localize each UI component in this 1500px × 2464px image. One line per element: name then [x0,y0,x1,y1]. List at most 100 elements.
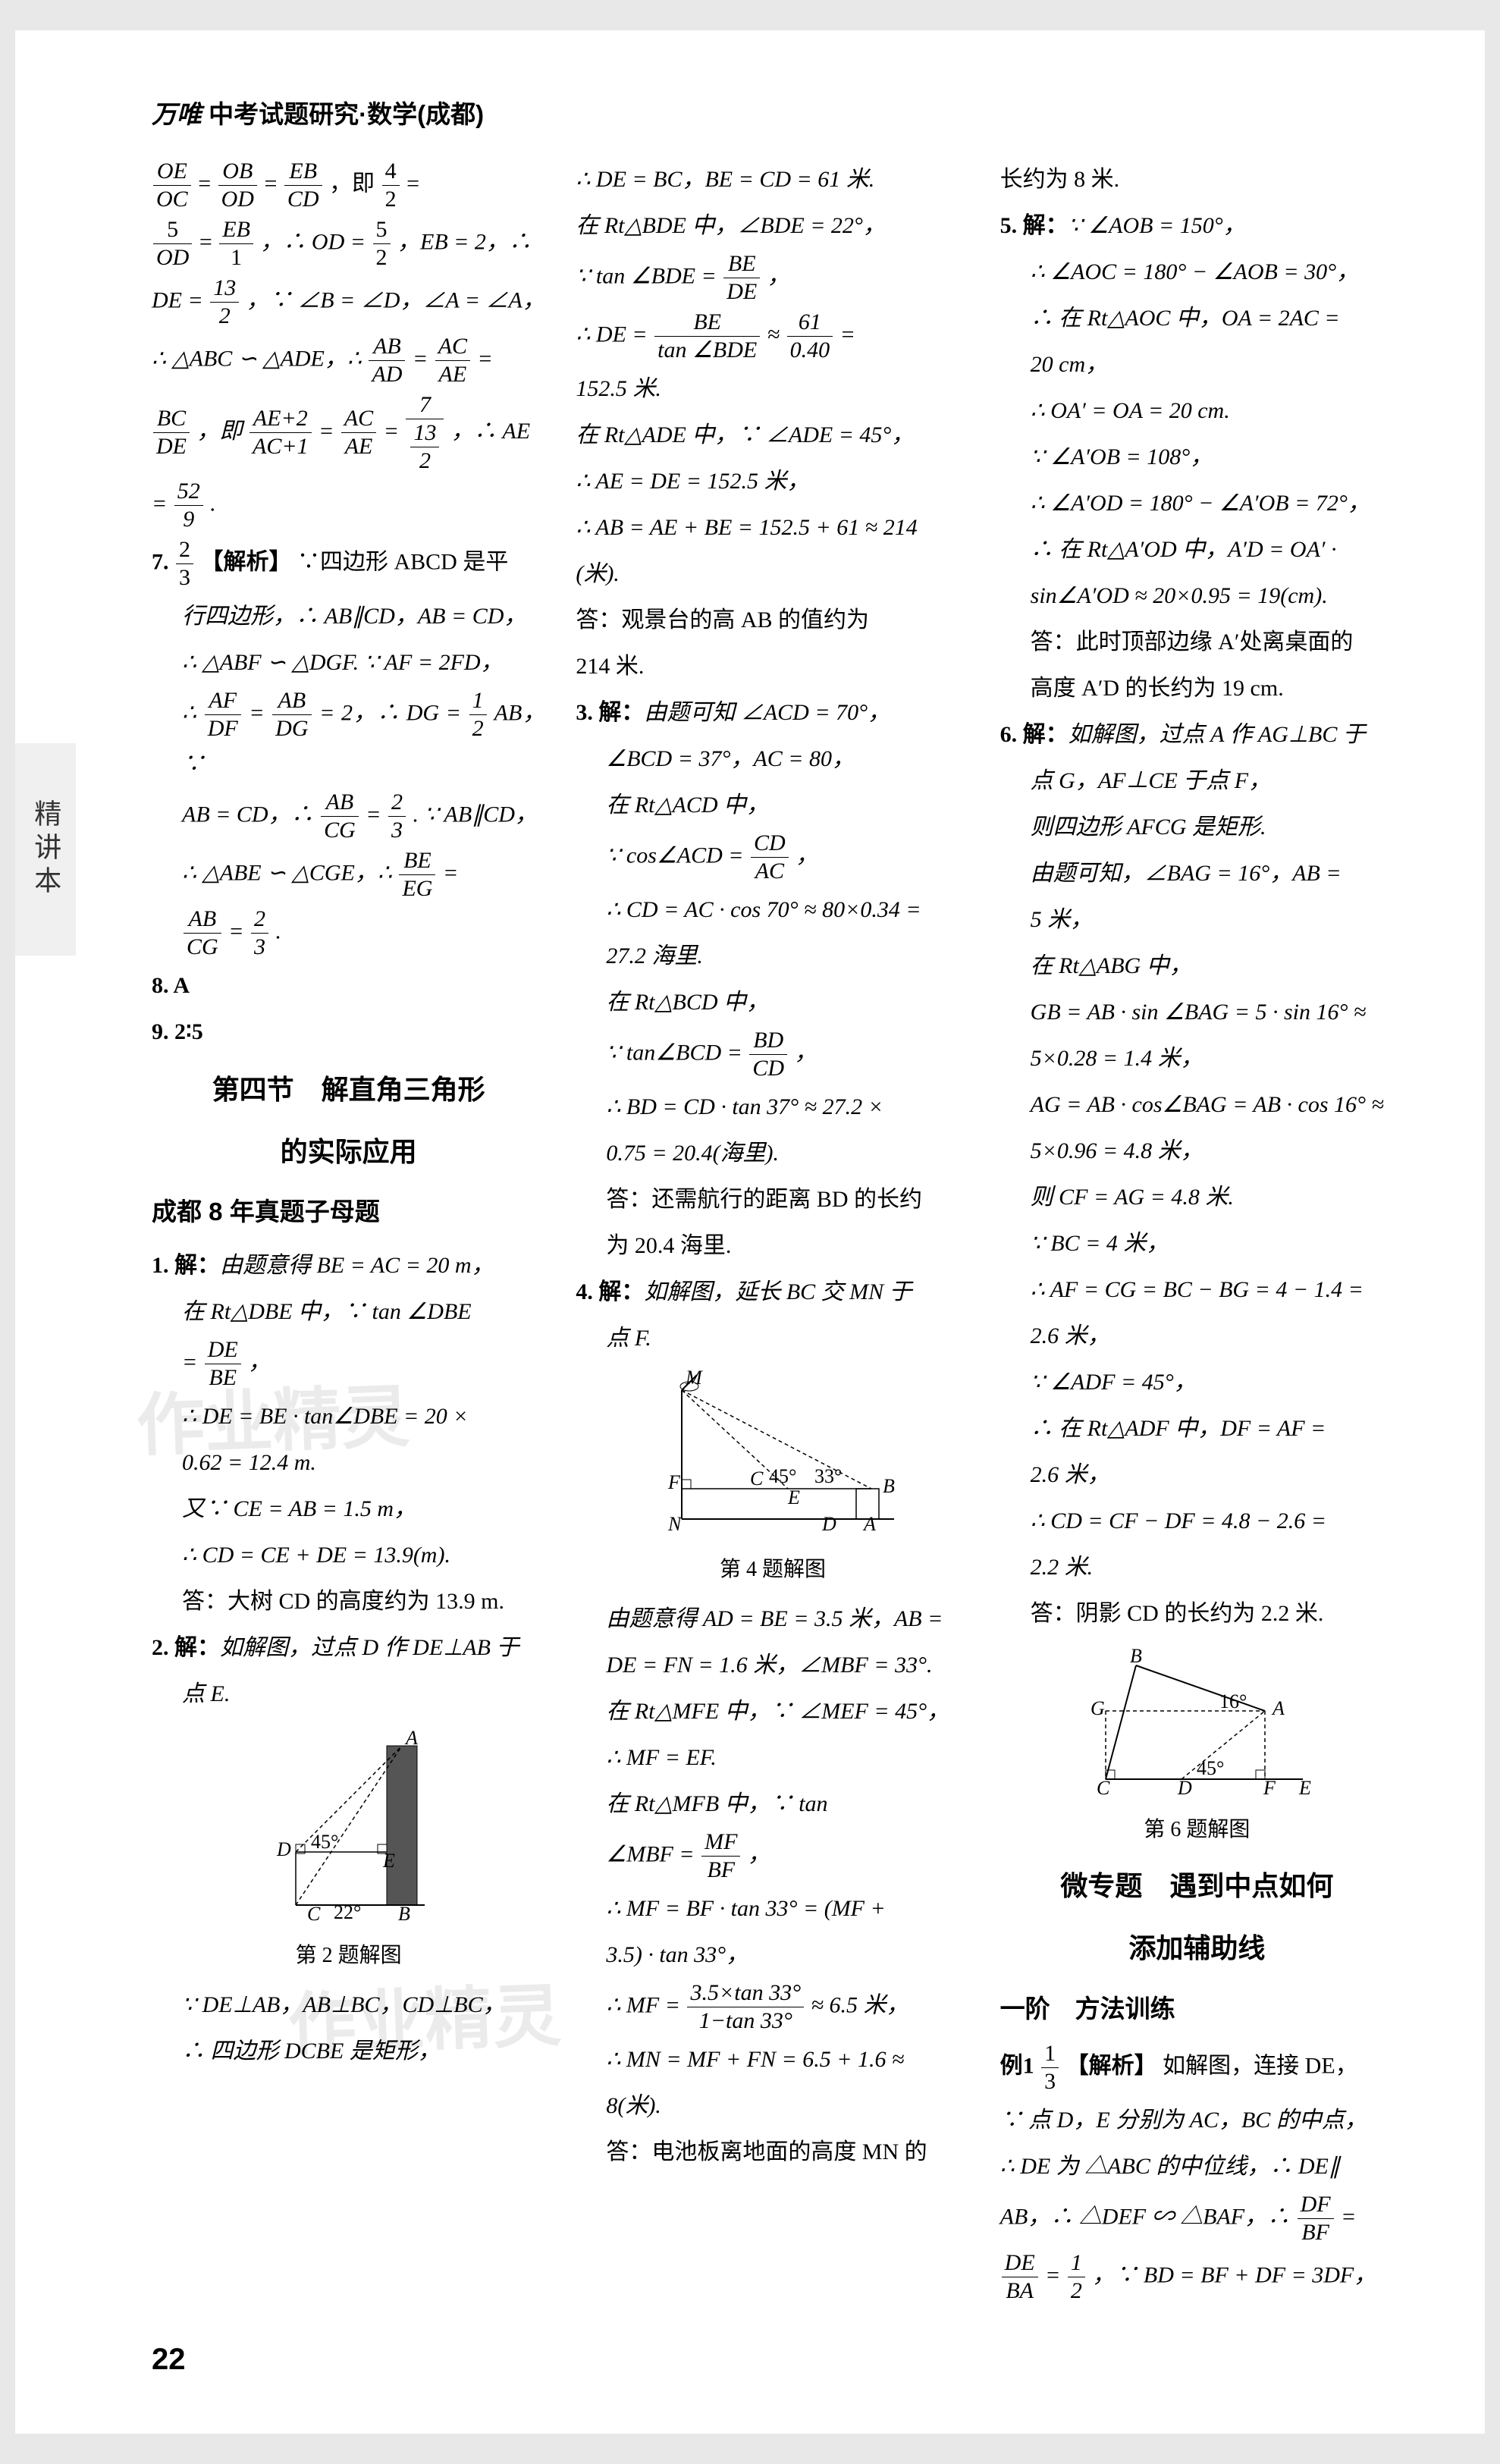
text-line: 在 Rt△BCD 中， [576,981,969,1024]
text-line: ∴ OA′ = OA = 20 cm. [1000,389,1394,432]
text-line: = DEBE ， [152,1336,545,1392]
text-line: ∴ DE = BC，BE = CD = 61 米. [576,158,969,201]
figure-6: A B C D E F G 16° 45° 第 6 题解图 [1000,1643,1394,1850]
text-line: OEOC = OBOD = EBCD ，即 42 = [152,158,545,213]
section-4-title-b: 的实际应用 [152,1126,545,1178]
text-line: 0.75 = 20.4(海里). [576,1132,969,1175]
figure-4-svg: M N F C E D A B 45° 33° [636,1367,909,1549]
text-line: 在 Rt△ACD 中， [576,783,969,827]
text-line: AG = AB · cos∠BAG = AB · cos 16° ≈ [1000,1083,1394,1126]
text-line: ∴ △ABC ∽ △ADE，∴ ABAD = ACAE = [152,333,545,388]
text-line: 5×0.96 = 4.8 米， [1000,1129,1394,1172]
text-line: 8(米). [576,2084,969,2127]
svg-text:D: D [1177,1777,1192,1799]
text-line: 5×0.28 = 1.4 米， [1000,1037,1394,1080]
text-line: 在 Rt△BDE 中，∠BDE = 22°， [576,204,969,247]
text-line: ∴ 在 Rt△ADF 中，DF = AF = [1000,1407,1394,1450]
column-3: 长约为 8 米. 5. 解：∵ ∠AOB = 150°， ∴ ∠AOC = 18… [1000,155,1394,2309]
sidebar-tab: 精讲本 [15,743,76,956]
figure-4: M N F C E D A B 45° 33° 第 4 题解图 [576,1367,969,1590]
text-line: 点 F. [576,1317,969,1360]
text-line: 点 G，AF⊥CE 于点 F， [1000,759,1394,802]
text-line: ∴ △ABF ∽ △DGF. ∵ AF = 2FD， [152,641,545,684]
text-line: BCDE ，即 AE+2AC+1 = ACAE = 7132 ，∴ AE [152,391,545,475]
text-line: ∵ ∠ADF = 45°， [1000,1361,1394,1404]
sub-title-chengdu: 成都 8 年真题子母题 [152,1188,545,1236]
svg-text:N: N [667,1513,683,1535]
text-line: 214 米. [576,645,969,688]
question-3: 3. 解：由题可知 ∠ACD = 70°， [576,691,969,734]
question-5: 5. 解：∵ ∠AOB = 150°， [1000,204,1394,247]
column-1: OEOC = OBOD = EBCD ，即 42 = 5OD = EB1 ，∴ … [152,155,545,2309]
text-line: AB，∴ △DEF ∽ △BAF，∴ DFBF = [1000,2191,1394,2246]
figure-4-caption: 第 4 题解图 [720,1549,826,1590]
text-line: DE = 132 ，∵ ∠B = ∠D，∠A = ∠A， [152,275,545,330]
text-line: DE = FN = 1.6 米，∠MBF = 33°. [576,1643,969,1687]
text-line: ∴ AE = DE = 152.5 米， [576,460,969,503]
svg-text:D: D [821,1513,836,1535]
text-line: 长约为 8 米. [1000,158,1394,201]
text-line: 则 CF = AG = 4.8 米. [1000,1176,1394,1219]
main-columns: OEOC = OBOD = EBCD ，即 42 = 5OD = EB1 ，∴ … [152,155,1394,2309]
text-line: ∴ BD = CD · tan 37° ≈ 27.2 × [576,1085,969,1128]
figure-2-caption: 第 2 题解图 [296,1935,402,1976]
svg-text:A: A [404,1727,418,1749]
svg-text:F: F [1263,1777,1276,1799]
text-line: 27.2 海里. [576,934,969,978]
text-line: 152.5 米. [576,367,969,410]
text-line: ∴ MF = EF. [576,1736,969,1779]
text-line: 在 Rt△ADE 中，∵ ∠ADE = 45°， [576,413,969,457]
svg-text:A: A [1271,1697,1285,1719]
text-line: AB = CD，∴ ABCG = 23 . ∵ AB∥CD， [152,789,545,844]
svg-text:E: E [1298,1777,1311,1799]
svg-text:E: E [787,1486,800,1508]
text-line: 0.62 = 12.4 m. [152,1441,545,1484]
svg-text:33°: 33° [814,1465,842,1487]
text-line: ∵ tan∠BCD = BDCD ， [576,1027,969,1082]
text-line: ∴ DE 为 △ABC 的中位线，∴ DE∥ [1000,2145,1394,2188]
book-title: 中考试题研究·数学(成都) [202,100,484,128]
book-header: 万唯 中考试题研究·数学(成都) [152,91,1394,140]
step-1-title: 一阶 方法训练 [1000,1985,1394,2033]
text-line: ∠MBF = MFBF ， [576,1828,969,1884]
text-line: ∴ CD = CF − DF = 4.8 − 2.6 = [1000,1499,1394,1543]
text-line: 则四边形 AFCG 是矩形. [1000,805,1394,849]
text-line: ∴ 在 Rt△A′OD 中，A′D = OA′ · [1000,528,1394,571]
text-line: ∵ cos∠ACD = CDAC ， [576,830,969,885]
text-line: 答：大树 CD 的高度约为 13.9 m. [152,1580,545,1623]
text-line: ∵ tan ∠BDE = BEDE ， [576,250,969,306]
text-line: 为 20.4 海里. [576,1224,969,1267]
text-line: 在 Rt△DBE 中，∵ tan ∠DBE [152,1290,545,1333]
text-line: 20 cm， [1000,343,1394,386]
text-line: 在 Rt△ABG 中， [1000,944,1394,987]
svg-text:D: D [276,1838,291,1860]
text-line: DEBA = 12 ，∵ BD = BF + DF = 3DF， [1000,2249,1394,2305]
text-line: 高度 A′D 的长约为 19 cm. [1000,667,1394,710]
text-line: 3.5) · tan 33°， [576,1933,969,1976]
text-line: 由题意得 AD = BE = 3.5 米，AB = [576,1597,969,1640]
text-line: 2.6 米， [1000,1453,1394,1496]
svg-text:M: M [685,1367,703,1389]
question-1: 1. 解：由题意得 BE = AC = 20 m， [152,1244,545,1287]
text-line: ∴ ∠A′OD = 180° − ∠A′OB = 72°， [1000,482,1394,525]
micro-topic-title-b: 添加辅助线 [1000,1923,1394,1974]
svg-text:B: B [1130,1645,1142,1667]
figure-2: A B C D E 45° 22° 第 2 题解图 [152,1723,545,1976]
text-line: 2.6 米， [1000,1314,1394,1358]
svg-text:E: E [382,1850,395,1872]
text-line: ∴ 在 Rt△AOC 中，OA = 2AC = [1000,297,1394,340]
text-line: sin∠A′OD ≈ 20×0.95 = 19(cm). [1000,574,1394,617]
svg-text:F: F [667,1471,681,1493]
svg-text:22°: 22° [334,1901,361,1923]
text-line: 5OD = EB1 ，∴ OD = 52 ，EB = 2，∴ [152,216,545,272]
figure-2-svg: A B C D E 45° 22° [235,1723,463,1935]
text-line: ∴ MF = BF · tan 33° = (MF + [576,1887,969,1930]
svg-text:16°: 16° [1219,1690,1247,1712]
svg-text:C: C [1097,1777,1110,1799]
svg-text:B: B [398,1903,410,1925]
question-6: 6. 解：如解图，过点 A 作 AG⊥BC 于 [1000,713,1394,756]
svg-text:G: G [1090,1697,1105,1719]
question-9: 9. 2∶5 [152,1010,545,1053]
text-line: ∴ △ABE ∽ △CGE，∴ BEEG = [152,847,545,902]
figure-6-caption: 第 6 题解图 [1144,1810,1250,1850]
